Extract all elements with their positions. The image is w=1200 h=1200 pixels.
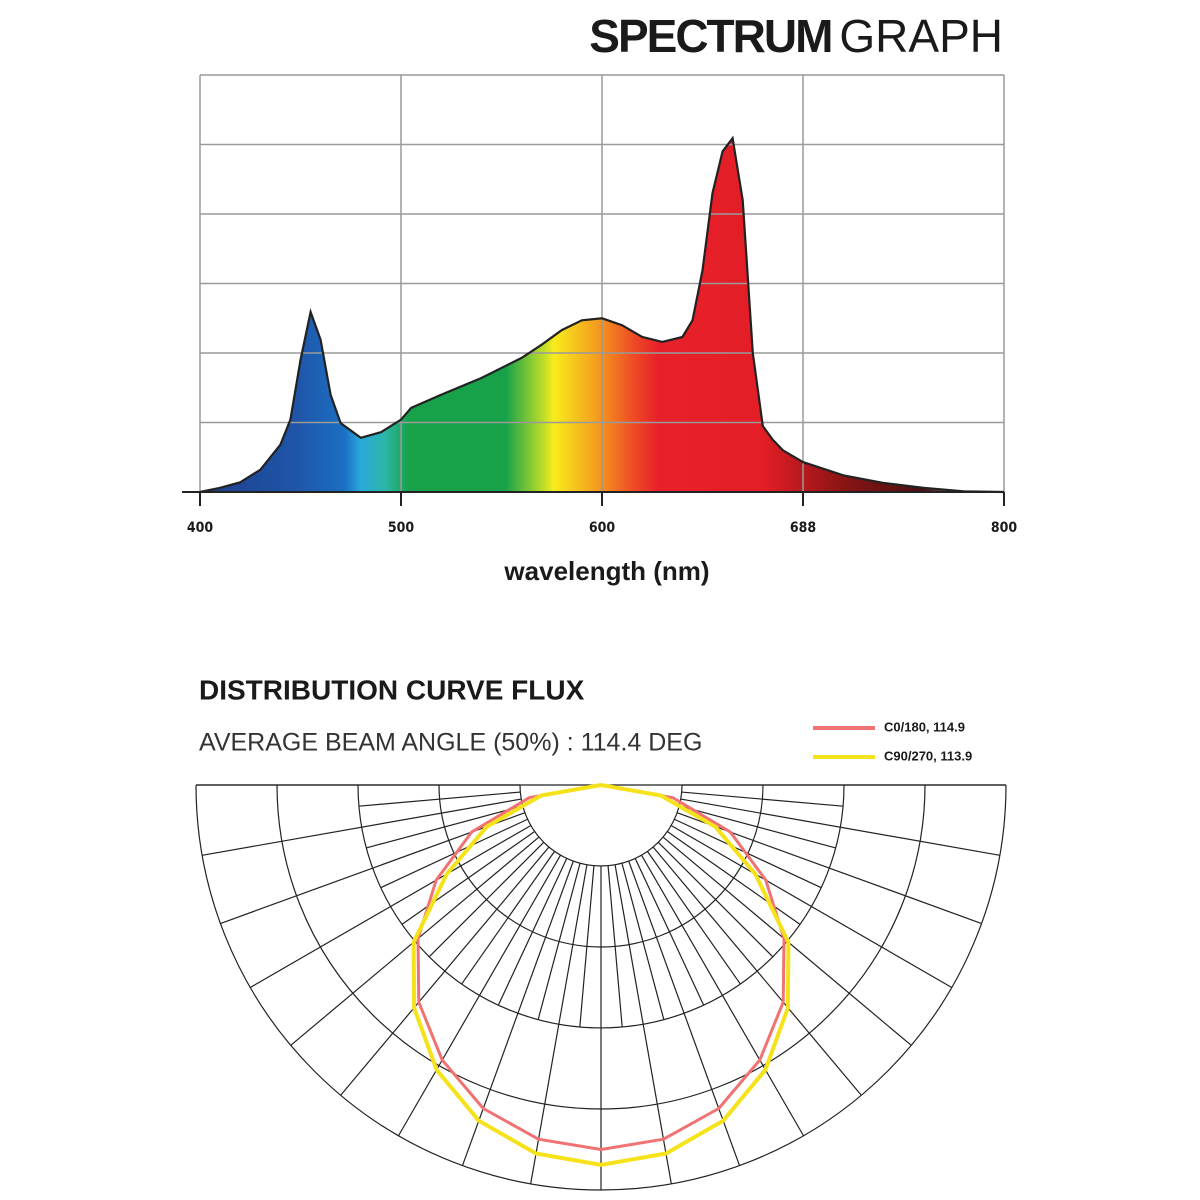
angle-grid-line (614, 864, 672, 1184)
angle-grid-line (340, 846, 550, 1096)
spectrum-line (199, 135, 1005, 494)
distribution-curve (416, 783, 786, 1151)
minor-grid-line (679, 805, 836, 849)
title-bold: SPECTRUM (589, 10, 831, 62)
angle-grid-line (680, 798, 1000, 856)
x-tick-label: 400 (187, 520, 214, 536)
polar-subtitle: AVERAGE BEAM ANGLE (50%) : 114.4 DEG (199, 729, 702, 757)
minor-grid-line (657, 841, 774, 958)
polar-chart: C0/180, 114.9 C90/270, 113.9 (195, 719, 1007, 1191)
x-axis-label: wavelength (nm) (503, 556, 709, 586)
legend-label: C0/180, 114.9 (884, 719, 965, 734)
x-tick-label: 800 (991, 520, 1018, 536)
radial-ring (519, 784, 683, 867)
minor-grid-line (646, 851, 741, 985)
minor-grid-line (366, 805, 523, 849)
minor-grid-line (667, 830, 801, 925)
minor-grid-line (607, 865, 623, 1028)
polar-title: DISTRIBUTION CURVE FLUX (199, 674, 585, 705)
minor-grid-line (401, 830, 535, 925)
minor-grid-line (428, 841, 545, 958)
angle-grid-line (249, 824, 532, 989)
minor-grid-line (358, 791, 521, 807)
spectrum-title: SPECTRUM GRAPH (589, 10, 1003, 62)
x-tick-label: 688 (790, 520, 816, 536)
minor-grid-line (497, 858, 568, 1006)
angle-grid-line (652, 846, 862, 1096)
minor-grid-line (634, 858, 705, 1006)
spectrum-chart: 400 500 600 688 800 (182, 74, 1018, 536)
x-tick-label: 600 (589, 520, 616, 536)
angle-grid-line (628, 860, 741, 1166)
angle-grid-line (530, 864, 588, 1184)
angle-grid-line (461, 860, 574, 1166)
minor-grid-line (579, 865, 595, 1028)
legend-label: C90/270, 113.9 (884, 748, 972, 763)
angle-grid-line (640, 854, 805, 1137)
angle-grid-line (202, 798, 522, 856)
title-light: GRAPH (839, 10, 1003, 62)
minor-grid-line (461, 851, 556, 985)
minor-grid-line (621, 863, 665, 1020)
angle-grid-line (397, 854, 562, 1137)
angle-grid-line (670, 824, 953, 989)
minor-grid-line (537, 863, 581, 1020)
minor-grid-line (681, 791, 844, 807)
distribution-curve (411, 783, 791, 1167)
x-tick-label: 500 (388, 520, 415, 536)
